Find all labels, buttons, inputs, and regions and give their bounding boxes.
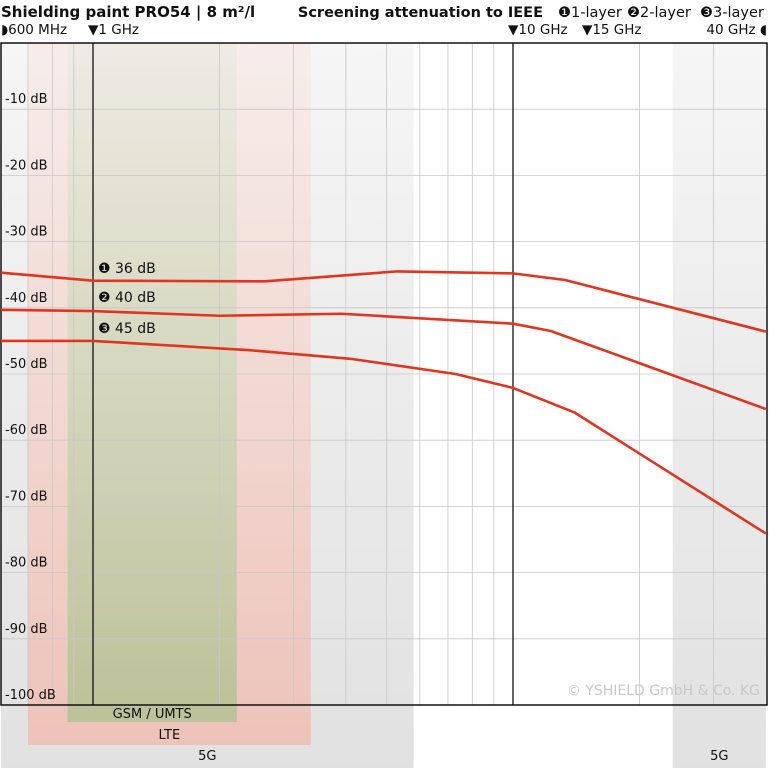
series-line-1	[0, 270, 767, 333]
y-tick-label: -30 dB	[5, 225, 48, 240]
band-label: 5G	[710, 749, 728, 764]
band-label: GSM / UMTS	[113, 707, 192, 722]
band-5g	[672, 43, 766, 768]
chart-subtitle: Screening attenuation to IEEE	[298, 5, 543, 21]
x-tick-label: ▼1 GHz	[88, 22, 139, 38]
series-line-2	[0, 308, 767, 411]
band-label: 5G	[198, 749, 216, 764]
y-tick-label: -20 dB	[5, 158, 48, 173]
x-tick-label: 40 GHz ◖	[706, 22, 767, 38]
y-tick-label: -50 dB	[5, 357, 48, 372]
watermark: © YSHIELD GmbH & Co. KG	[567, 683, 760, 699]
y-tick-label: -70 dB	[5, 489, 48, 504]
frequency-bands	[1, 43, 766, 768]
x-tick-label: ▼15 GHz	[582, 22, 642, 38]
y-tick-label: -80 dB	[5, 556, 48, 571]
x-tick-label: ▼10 GHz	[508, 22, 568, 38]
y-tick-label: -60 dB	[5, 423, 48, 438]
series	[0, 270, 767, 535]
series-annotation: ❷ 40 dB	[98, 290, 156, 306]
band-label: LTE	[159, 728, 181, 743]
y-tick-label: -100 dB	[5, 688, 56, 703]
y-tick-label: -40 dB	[5, 291, 48, 306]
series-annotation: ❶ 36 dB	[98, 261, 156, 277]
series-annotation: ❸ 45 dB	[98, 321, 156, 337]
band-gsm-umts	[67, 43, 237, 722]
legend-entry: ❷2-layer	[627, 5, 691, 21]
plot-frame	[0, 42, 768, 706]
chart-title: Shielding paint PRO54 | 8 m²/l	[1, 3, 255, 22]
series-line-3	[1, 339, 767, 535]
legend-entry: ❶1-layer	[558, 5, 622, 21]
legend-entry: ❸3-layer	[700, 5, 764, 21]
labels: 5G 5G LTE GSM / UMTS -10 dB -20 dB -30 dB -40 d…	[1, 5, 767, 764]
x-tick-label: ◗600 MHz	[1, 22, 67, 38]
y-tick-label: -90 dB	[5, 622, 48, 637]
y-tick-label: -10 dB	[5, 92, 48, 107]
